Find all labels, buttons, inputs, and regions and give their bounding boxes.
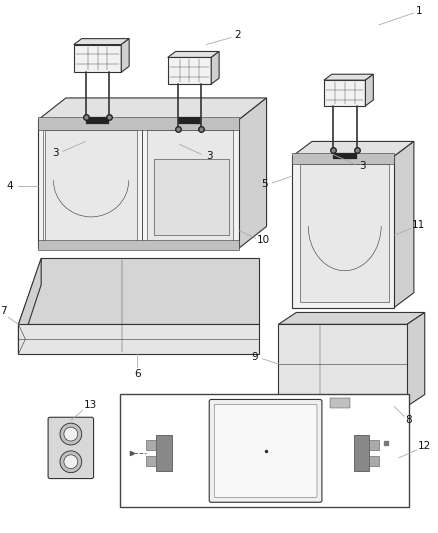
Polygon shape xyxy=(292,141,414,156)
Text: 5: 5 xyxy=(261,179,268,189)
Polygon shape xyxy=(38,240,239,250)
Polygon shape xyxy=(86,117,110,124)
Polygon shape xyxy=(121,38,129,72)
Polygon shape xyxy=(324,74,373,80)
Polygon shape xyxy=(353,435,369,471)
Polygon shape xyxy=(146,456,156,466)
FancyBboxPatch shape xyxy=(214,405,317,497)
Polygon shape xyxy=(211,52,219,84)
Polygon shape xyxy=(38,120,239,248)
Text: 3: 3 xyxy=(359,161,366,171)
Polygon shape xyxy=(365,74,373,106)
Polygon shape xyxy=(156,435,172,471)
Polygon shape xyxy=(154,159,229,236)
Polygon shape xyxy=(369,456,379,466)
Polygon shape xyxy=(18,258,41,354)
Polygon shape xyxy=(74,38,129,45)
Polygon shape xyxy=(45,130,137,243)
Polygon shape xyxy=(38,98,267,120)
Polygon shape xyxy=(147,130,233,243)
Polygon shape xyxy=(279,325,407,406)
Polygon shape xyxy=(18,258,259,325)
Polygon shape xyxy=(407,312,425,406)
Polygon shape xyxy=(394,141,414,308)
Text: 3: 3 xyxy=(52,148,58,158)
Text: 13: 13 xyxy=(84,400,97,410)
Ellipse shape xyxy=(64,427,78,441)
Ellipse shape xyxy=(64,455,78,469)
Ellipse shape xyxy=(60,423,82,445)
Polygon shape xyxy=(300,164,389,302)
Text: 10: 10 xyxy=(257,235,270,245)
Polygon shape xyxy=(168,58,211,84)
Bar xyxy=(120,393,409,507)
Polygon shape xyxy=(38,117,239,130)
Polygon shape xyxy=(369,440,379,450)
Polygon shape xyxy=(324,80,365,106)
Polygon shape xyxy=(18,325,259,354)
Text: 12: 12 xyxy=(418,441,431,451)
Polygon shape xyxy=(292,154,394,164)
Polygon shape xyxy=(279,312,425,325)
Text: 11: 11 xyxy=(412,221,425,230)
Polygon shape xyxy=(292,156,394,308)
Text: 1: 1 xyxy=(416,6,422,16)
FancyBboxPatch shape xyxy=(209,399,322,502)
Text: 2: 2 xyxy=(235,30,241,39)
Polygon shape xyxy=(168,52,219,58)
Text: 3: 3 xyxy=(206,151,212,161)
Text: 6: 6 xyxy=(134,369,141,379)
Polygon shape xyxy=(177,117,201,124)
Ellipse shape xyxy=(60,451,82,473)
Polygon shape xyxy=(333,154,357,159)
Polygon shape xyxy=(239,98,267,248)
Polygon shape xyxy=(146,440,156,450)
Polygon shape xyxy=(74,45,121,72)
Polygon shape xyxy=(330,399,350,408)
Text: 4: 4 xyxy=(6,181,13,191)
Text: 7: 7 xyxy=(0,306,7,317)
FancyBboxPatch shape xyxy=(48,417,94,479)
Text: 9: 9 xyxy=(251,352,258,362)
Text: 8: 8 xyxy=(406,415,412,425)
